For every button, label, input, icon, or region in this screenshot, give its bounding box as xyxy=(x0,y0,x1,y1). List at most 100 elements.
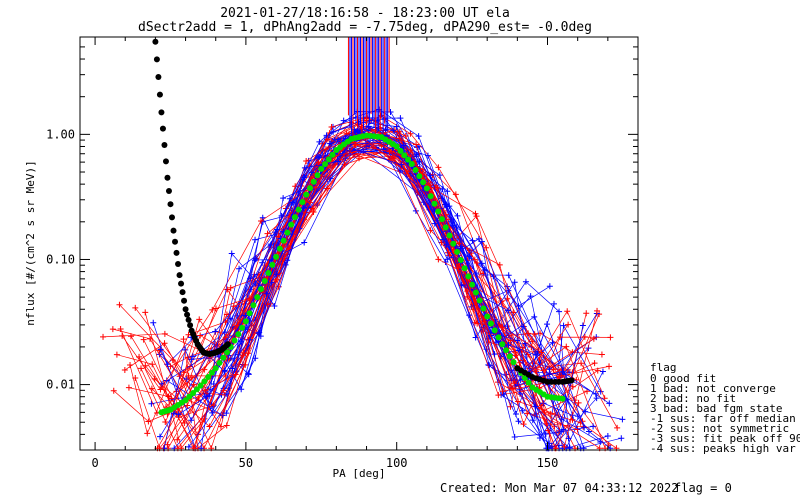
trace-marker xyxy=(511,380,518,387)
trace-marker xyxy=(522,278,529,285)
trace-marker xyxy=(176,414,183,421)
green-fit-point xyxy=(254,294,261,301)
trace-marker xyxy=(511,279,518,286)
trace-line xyxy=(192,148,569,439)
green-fit-point xyxy=(472,289,479,296)
green-fit-point xyxy=(288,221,295,228)
black-fit-point xyxy=(153,56,160,63)
trace-marker xyxy=(599,368,606,375)
trace-marker xyxy=(505,341,512,348)
trace-marker xyxy=(499,324,506,331)
legend-entry: -2 sus: not symmetric xyxy=(650,422,789,435)
green-fit-point xyxy=(476,297,483,304)
trace-marker xyxy=(252,255,259,262)
trace-marker xyxy=(444,256,451,263)
trace-marker xyxy=(301,164,308,171)
trace-marker xyxy=(563,343,570,350)
trace-marker xyxy=(496,261,503,268)
trace-marker xyxy=(190,381,197,388)
green-fit-point xyxy=(322,161,329,168)
trace-marker xyxy=(352,142,359,149)
footer-flag: flag = 0 xyxy=(674,481,732,495)
green-fit-point xyxy=(446,232,453,239)
green-fit-point xyxy=(469,281,476,288)
green-fit-point xyxy=(303,191,310,198)
trace-marker xyxy=(407,130,414,137)
trace-marker xyxy=(444,188,451,195)
trace-marker xyxy=(618,435,625,442)
black-fit-point xyxy=(176,272,183,279)
trace-marker xyxy=(560,426,567,433)
black-fit-point xyxy=(187,322,194,329)
trace-marker xyxy=(606,400,613,407)
trace-marker xyxy=(335,136,342,143)
trace-marker xyxy=(397,115,404,122)
trace-marker xyxy=(579,322,586,329)
trace-marker xyxy=(565,435,572,442)
x-tick-label: 0 xyxy=(91,456,98,470)
trace-marker xyxy=(209,409,216,416)
trace-marker xyxy=(475,235,482,242)
trace-marker xyxy=(127,333,134,340)
trace-marker xyxy=(161,340,168,347)
green-fit-point xyxy=(239,324,246,331)
green-fit-point xyxy=(491,327,498,334)
trace-marker xyxy=(140,336,147,343)
trace-marker xyxy=(265,274,272,281)
black-fit-point xyxy=(159,125,166,132)
trace-marker xyxy=(538,349,545,356)
trace-marker xyxy=(117,325,124,332)
x-tick-label: 100 xyxy=(386,456,408,470)
trace-line xyxy=(152,150,594,449)
trace-marker xyxy=(322,146,329,153)
trace-marker xyxy=(144,430,151,437)
trace-marker xyxy=(517,377,524,384)
trace-marker xyxy=(550,366,557,373)
black-fit-point xyxy=(181,297,188,304)
trace-marker xyxy=(212,328,219,335)
trace-marker xyxy=(393,123,400,130)
trace-marker xyxy=(236,265,243,272)
trace-marker xyxy=(427,227,434,234)
black-fit-point xyxy=(167,201,174,208)
trace-marker xyxy=(335,158,342,165)
x-tick-label: 150 xyxy=(537,456,559,470)
black-fit-point xyxy=(161,142,168,149)
green-fit-point xyxy=(503,347,510,354)
legend-entry: 3 bad: bad fgm state xyxy=(650,402,782,415)
trace-marker xyxy=(109,326,116,333)
green-fit-point xyxy=(269,261,276,268)
black-fit-point xyxy=(175,260,182,267)
green-fit-point xyxy=(465,273,472,280)
green-fit-point xyxy=(314,172,321,179)
trace-marker xyxy=(413,141,420,148)
trace-marker xyxy=(537,330,544,337)
trace-marker xyxy=(531,313,538,320)
trace-marker xyxy=(148,400,155,407)
trace-marker xyxy=(189,353,196,360)
trace-marker xyxy=(561,443,568,450)
trace-marker xyxy=(127,361,134,368)
y-axis-title: nflux [#/(cm^2 s sr MeV)] xyxy=(24,160,37,326)
trace-marker xyxy=(301,239,308,246)
black-fit-point xyxy=(173,249,180,256)
trace-marker xyxy=(500,391,507,398)
trace-marker xyxy=(442,201,449,208)
trace-marker xyxy=(432,184,439,191)
green-fit-point xyxy=(291,214,298,221)
trace-marker xyxy=(529,417,536,424)
legend-entry: -4 sus: peaks high var xyxy=(650,442,796,455)
green-fit-point xyxy=(257,286,264,293)
green-fit-point xyxy=(457,257,464,264)
trace-marker xyxy=(557,334,564,341)
trace-marker xyxy=(213,305,220,312)
legend-entry: -3 sus: fit peak off 90 xyxy=(650,432,800,445)
trace-marker xyxy=(157,346,164,353)
black-fit-point xyxy=(165,187,172,194)
green-fit-point xyxy=(397,147,404,154)
trace-marker xyxy=(310,208,317,215)
trace-marker xyxy=(556,308,563,315)
trace-marker xyxy=(227,284,234,291)
black-fit-point xyxy=(168,214,175,221)
trace-marker xyxy=(351,126,358,133)
